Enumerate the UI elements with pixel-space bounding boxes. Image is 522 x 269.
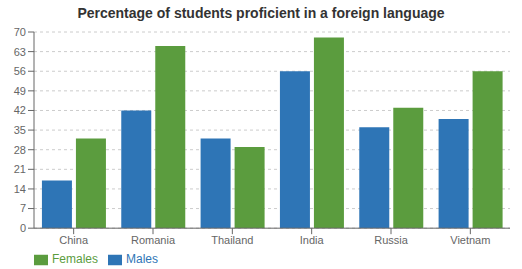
svg-text:0: 0 bbox=[20, 222, 26, 234]
html-text:Males: Males bbox=[126, 252, 158, 267]
svg-text:49: 49 bbox=[14, 85, 26, 97]
svg-text:63: 63 bbox=[14, 46, 26, 58]
svg-text:14: 14 bbox=[14, 183, 26, 195]
svg-text:China: China bbox=[59, 234, 89, 246]
svg-text:42: 42 bbox=[14, 104, 26, 116]
html-text:Percentage of students profici: Percentage of students proficient in a f… bbox=[77, 5, 445, 21]
svg-text:28: 28 bbox=[14, 144, 26, 156]
svg-text:Romania: Romania bbox=[131, 234, 176, 246]
svg-text:21: 21 bbox=[14, 163, 26, 175]
svg-text:India: India bbox=[300, 234, 325, 246]
svg-text:35: 35 bbox=[14, 124, 26, 136]
svg-text:Thailand: Thailand bbox=[211, 234, 253, 246]
svg-text:7: 7 bbox=[20, 202, 26, 214]
html-text:Females: Females bbox=[52, 252, 98, 267]
svg-text:70: 70 bbox=[14, 26, 26, 38]
svg-text:56: 56 bbox=[14, 65, 26, 77]
svg-text:Russia: Russia bbox=[374, 234, 409, 246]
svg-text:Vietnam: Vietnam bbox=[450, 234, 490, 246]
